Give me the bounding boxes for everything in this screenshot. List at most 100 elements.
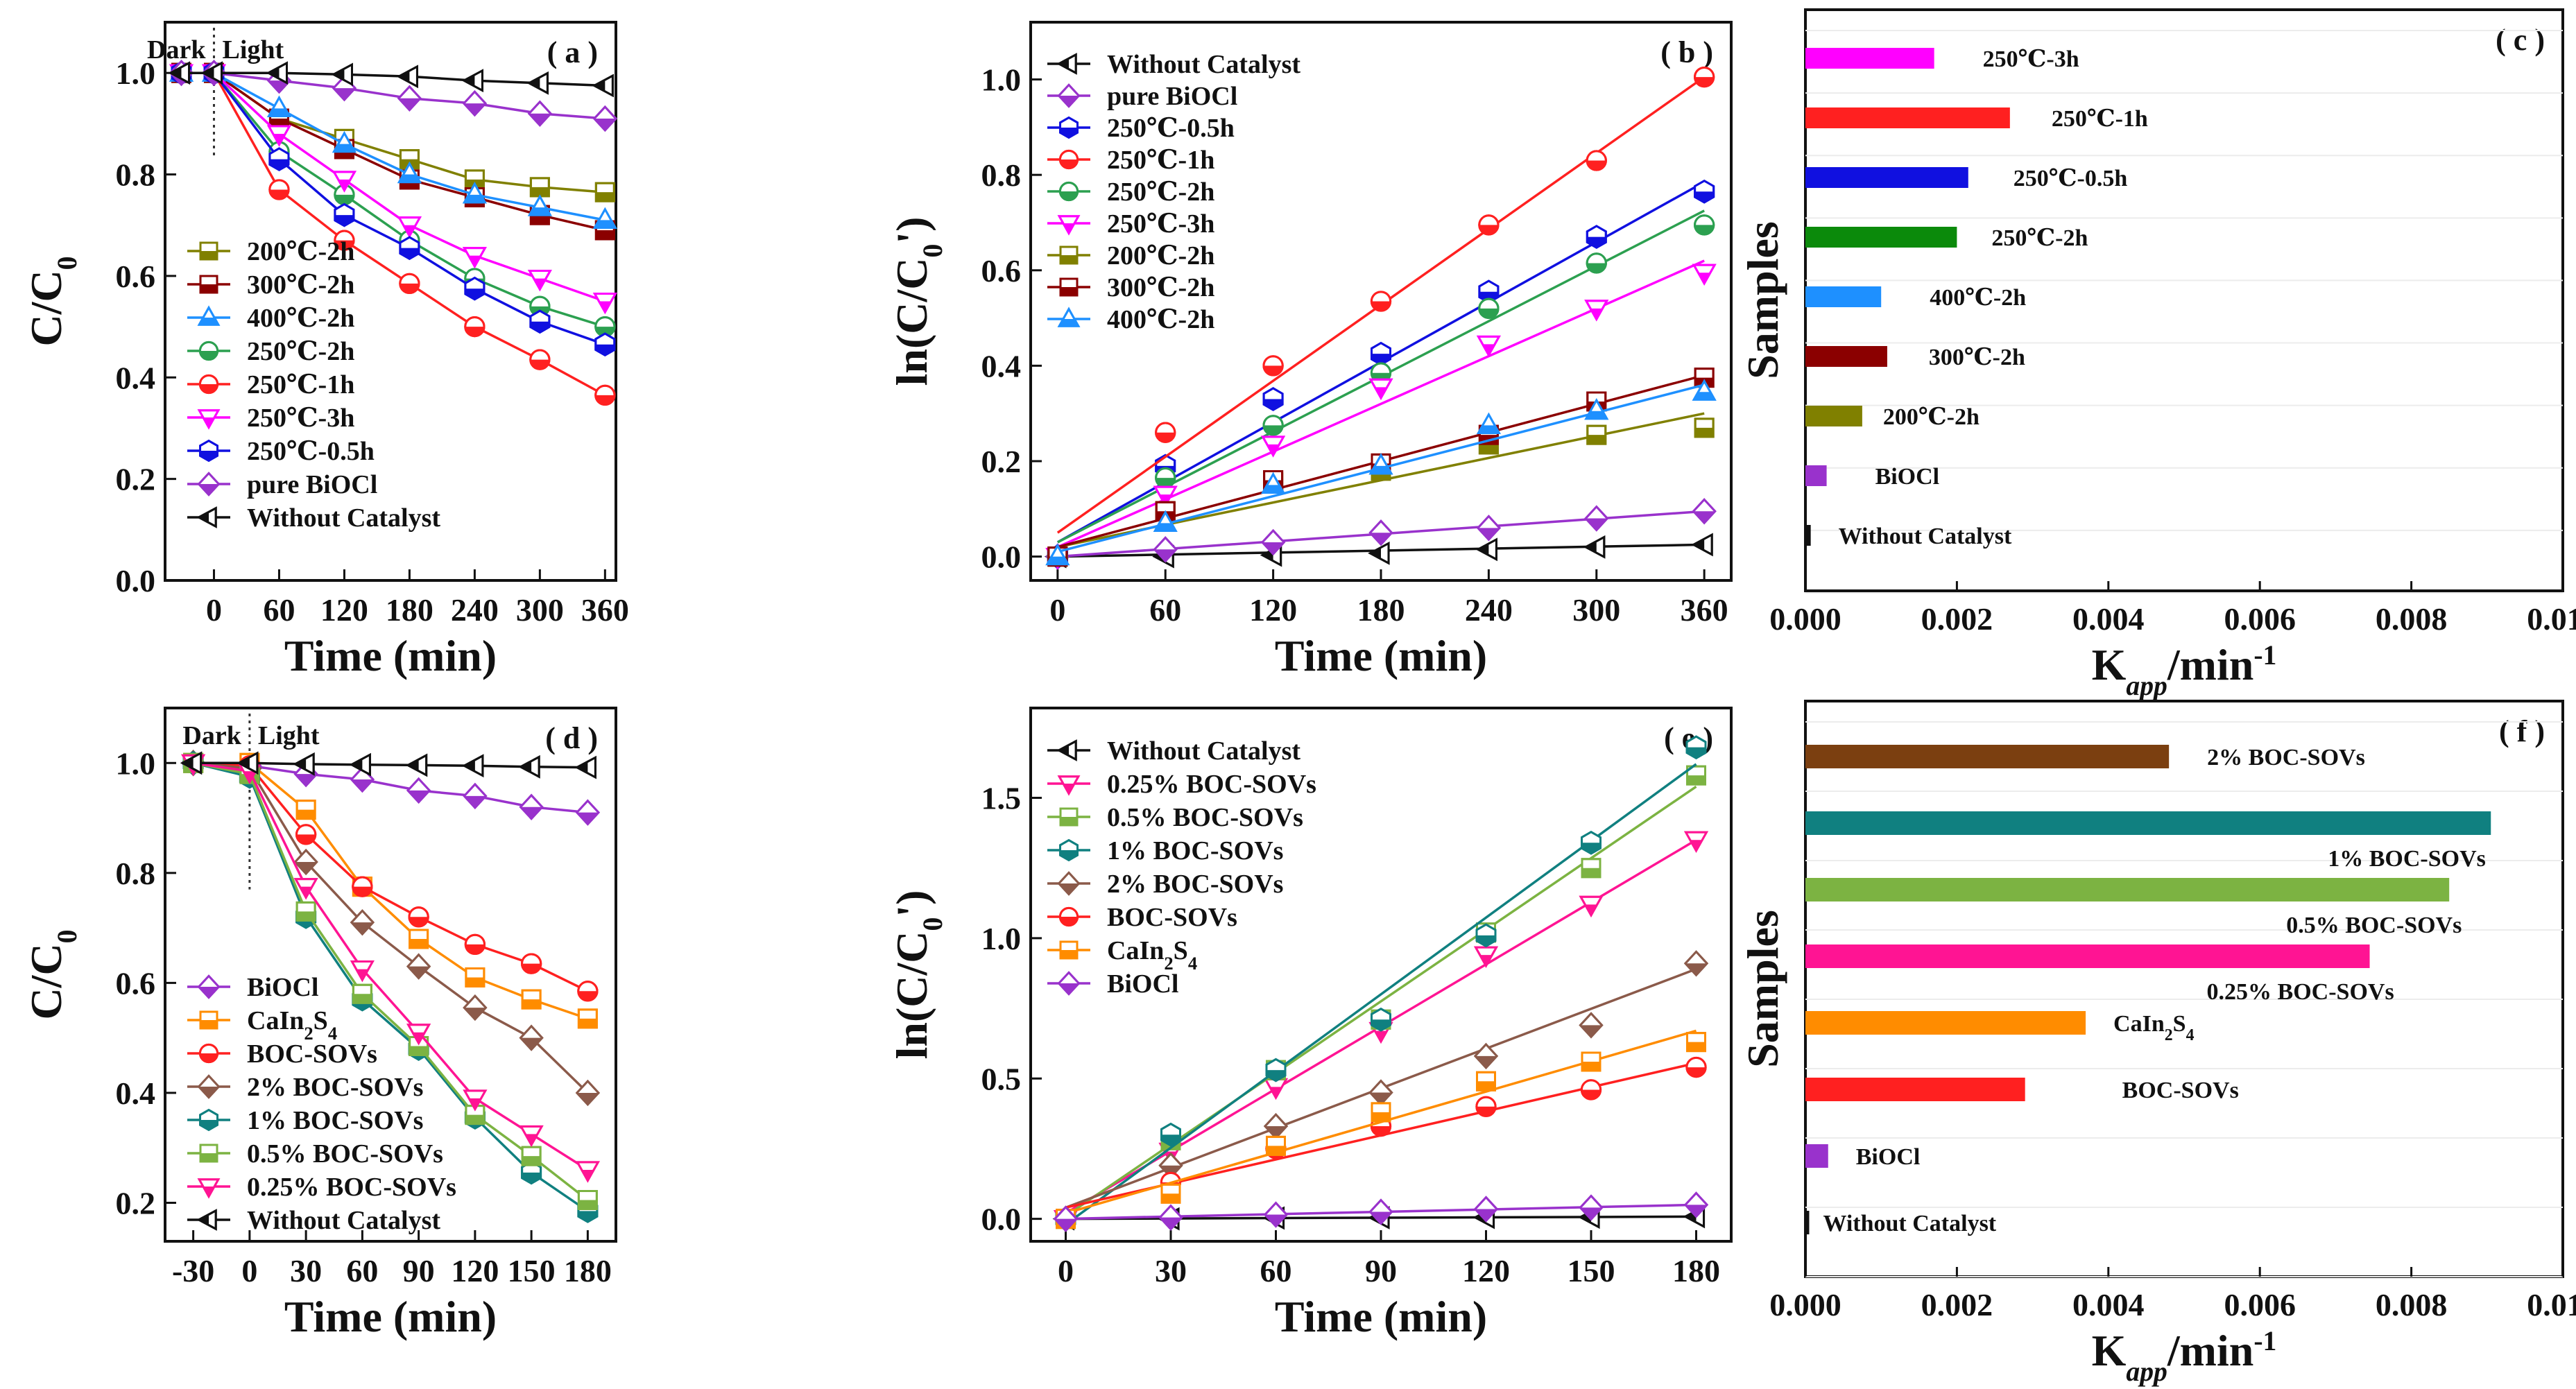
data-point bbox=[350, 766, 375, 793]
y-tick-label: 0.0 bbox=[981, 540, 1022, 575]
data-point bbox=[295, 800, 316, 820]
data-point bbox=[577, 981, 599, 1002]
data-point bbox=[293, 752, 315, 776]
legend-marker bbox=[197, 974, 221, 999]
panel-d: ( d ) -30 0 30 60 90 120 150 180 0.2 0.4 0.6 0.8 1.0 D… bbox=[22, 707, 617, 1341]
data-point bbox=[1692, 379, 1717, 401]
data-point bbox=[396, 64, 418, 89]
y-tick-label: 0.6 bbox=[116, 259, 156, 294]
legend-item-without-catalyst: Without Catalyst bbox=[187, 1206, 440, 1235]
bar-label-300c-2h: 300℃-2h bbox=[1929, 345, 2025, 370]
data-point bbox=[293, 848, 318, 876]
legend-marker bbox=[1059, 116, 1079, 139]
legend-item-pure-biocl: pure BiOCl bbox=[1047, 82, 1237, 111]
bar-label-250c-0-5h: 250℃-0.5h bbox=[2013, 166, 2128, 191]
legend-item-2pct-boc-sovs: 2% BOC-SOVs bbox=[187, 1073, 423, 1102]
legend-label: 400℃-2h bbox=[247, 304, 354, 333]
data-point bbox=[409, 929, 429, 949]
legend-label: 300℃-2h bbox=[1107, 273, 1214, 302]
legend-item-250c-3h: 250℃-3h bbox=[1047, 209, 1214, 239]
legend-marker bbox=[1057, 307, 1081, 327]
x-tick-label: 180 bbox=[564, 1253, 612, 1288]
x-tick-label: 360 bbox=[1681, 592, 1728, 628]
bar-biocl bbox=[1805, 1144, 1828, 1168]
data-point bbox=[1476, 335, 1501, 358]
series-boc-sovs bbox=[182, 752, 599, 1002]
y-tick-label: 0.8 bbox=[981, 157, 1022, 193]
data-point bbox=[463, 782, 488, 809]
data-point bbox=[1586, 252, 1607, 274]
y-axis-label: Samples bbox=[1738, 221, 1787, 379]
data-point bbox=[1261, 472, 1286, 494]
data-point bbox=[295, 901, 316, 922]
panel-f: ( f ) 0.000 0.002 0.004 0.006 0.008 0.010 2% BO… bbox=[1738, 700, 2576, 1387]
data-point bbox=[1581, 830, 1602, 855]
data-point bbox=[527, 270, 552, 292]
series-line bbox=[181, 71, 606, 397]
x-tick-label: 60 bbox=[346, 1253, 378, 1288]
legend-label: 250℃-3h bbox=[1107, 209, 1214, 239]
legend-item-200c-2h: 200℃-2h bbox=[1047, 241, 1214, 270]
data-point bbox=[1478, 214, 1500, 236]
data-point bbox=[266, 95, 291, 117]
y-tick-label: 1.0 bbox=[981, 921, 1022, 956]
panel-e: ( e )0 30 60 90 120 150 1800.00.51.01.5Without… bbox=[887, 707, 1733, 1341]
data-point bbox=[574, 755, 596, 779]
bar-0-5pct-boc-sovs bbox=[1805, 878, 2450, 901]
y-tick-label: 0.2 bbox=[116, 462, 156, 497]
bar-biocl bbox=[1805, 465, 1827, 486]
data-point bbox=[397, 216, 422, 239]
data-point bbox=[1694, 214, 1715, 236]
data-point bbox=[1160, 1183, 1181, 1204]
legend-marker bbox=[198, 374, 219, 395]
legend-label: 2% BOC-SOVs bbox=[1107, 870, 1283, 899]
data-point bbox=[577, 1190, 598, 1211]
data-point bbox=[1685, 1056, 1707, 1078]
y-tick-label: 0.8 bbox=[116, 856, 156, 891]
data-point bbox=[1685, 735, 1707, 760]
data-point bbox=[332, 171, 357, 193]
data-point bbox=[1473, 946, 1499, 968]
data-point bbox=[1263, 1112, 1289, 1140]
data-point bbox=[1581, 858, 1602, 879]
legend-label: 300℃-2h bbox=[247, 270, 354, 300]
data-point bbox=[350, 960, 375, 983]
data-point bbox=[1155, 422, 1176, 443]
data-point bbox=[464, 276, 486, 301]
bar-250c-2h bbox=[1805, 227, 1957, 248]
legend-item-300c-2h: 300℃-2h bbox=[1047, 273, 1214, 302]
y-tick-label: 0.0 bbox=[116, 563, 156, 598]
legend-marker bbox=[1057, 83, 1081, 108]
legend-label: Without Catalyst bbox=[247, 1206, 440, 1235]
legend: Without Catalyst 0.25% BOC-SOVs 0.5% BOC-S… bbox=[1047, 736, 1316, 999]
data-point bbox=[1153, 510, 1178, 532]
legend-marker bbox=[196, 1209, 217, 1231]
legend-marker bbox=[199, 275, 218, 294]
legend-marker bbox=[1059, 807, 1079, 827]
series-without-catalyst bbox=[168, 61, 614, 98]
data-point bbox=[1691, 533, 1713, 557]
bar-cain2s4 bbox=[1805, 1011, 2086, 1035]
data-point bbox=[519, 1125, 544, 1148]
legend-label: 0.25% BOC-SOVs bbox=[1107, 770, 1316, 799]
data-point bbox=[464, 316, 486, 338]
panel-label: ( d ) bbox=[545, 721, 598, 755]
x-tick-label: 0 bbox=[241, 1253, 257, 1288]
legend-marker bbox=[1057, 775, 1081, 796]
legend-item-250c-3h: 250℃-3h bbox=[187, 404, 354, 433]
data-point bbox=[266, 61, 289, 85]
data-point bbox=[352, 983, 372, 1004]
bar-label-200c-2h: 200℃-2h bbox=[1883, 404, 1980, 430]
data-point bbox=[529, 309, 551, 334]
series-400c-2h bbox=[1045, 379, 1717, 566]
data-point bbox=[1370, 291, 1392, 312]
legend-marker bbox=[1059, 277, 1079, 297]
data-point bbox=[1475, 1096, 1497, 1117]
data-point bbox=[268, 179, 290, 200]
data-point bbox=[1368, 519, 1393, 546]
legend-marker bbox=[199, 439, 218, 463]
data-point bbox=[406, 1024, 431, 1046]
dark-label: Dark bbox=[182, 721, 241, 750]
x-tick-label: 60 bbox=[263, 592, 295, 628]
bar-label-250c-3h: 250℃-3h bbox=[1983, 46, 2079, 72]
